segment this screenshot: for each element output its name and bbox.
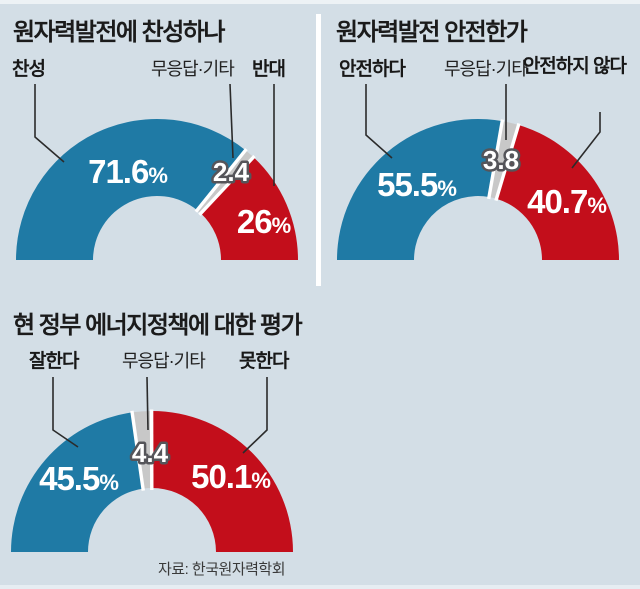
leader-line-doing-well	[52, 377, 79, 448]
value-label-doing-well: 45.5%	[39, 460, 119, 497]
leader-line-agree	[34, 84, 65, 163]
value-label-agree: 71.6%	[88, 153, 168, 190]
chart-approval: 원자력발전에 찬성하나 찬성 무응답·기타 반대 71.6% 2.4 26%	[0, 0, 320, 290]
value-label-neutral: 2.4	[213, 157, 250, 187]
donut-chart-safety: 55.5% 3.8 40.7%	[337, 84, 619, 260]
category-label-doing-well: 잘한다	[29, 351, 79, 372]
segment-gap	[487, 119, 505, 200]
category-label-unsafe: 안전하지 않다	[522, 56, 627, 77]
donut-segment-0	[337, 119, 503, 260]
value-labels: 55.5% 3.8 40.7%	[377, 143, 607, 221]
donut-chart-policy: 45.5% 4.4 50.1%	[11, 376, 293, 552]
leader-line-unsafe	[571, 112, 601, 169]
value-label-unsafe: 40.7%	[527, 183, 607, 220]
category-label-neutral: 무응답·기타	[151, 59, 235, 79]
donut-segment-2	[151, 410, 293, 552]
chart-policy: 현 정부 에너지정책에 대한 평가 잘한다 무응답·기타 못한다 45.5% 4…	[0, 290, 335, 589]
category-label-doing-poorly: 못한다	[239, 351, 289, 372]
donut-segment-0	[11, 412, 143, 552]
category-label-neutral: 무응답·기타	[444, 59, 528, 79]
donut-segment-1	[489, 121, 519, 199]
leader-lines	[365, 84, 601, 169]
donut-group	[337, 119, 619, 260]
donut-segment-0	[15, 118, 246, 260]
donut-chart-approval: 71.6% 2.4 26%	[15, 83, 298, 260]
leader-line-neutral	[146, 376, 149, 431]
segment-gap	[130, 410, 145, 491]
value-labels: 71.6% 2.4 26%	[88, 153, 291, 240]
bottom-edge-strip	[0, 585, 640, 589]
donut-group	[11, 409, 293, 552]
chart-title: 원자력발전에 찬성하나	[13, 19, 225, 46]
category-label-safe: 안전하다	[339, 59, 406, 80]
segment-gap	[198, 154, 256, 216]
leader-line-doing-poorly	[242, 377, 268, 454]
value-labels: 45.5% 4.4 50.1%	[39, 436, 271, 498]
chart-safety: 원자력발전 안전한가 안전하다 무응답·기타 안전하지 않다 55.5% 3.8…	[320, 0, 640, 290]
value-label-neutral: 4.4	[132, 438, 169, 468]
value-label-oppose: 26%	[237, 203, 291, 240]
leader-line-safe	[365, 84, 393, 159]
value-label-safe: 55.5%	[377, 166, 457, 203]
donut-segment-1	[132, 411, 152, 489]
top-edge-strip	[0, 0, 640, 4]
value-label-neutral: 3.8	[483, 145, 519, 175]
category-label-agree: 찬성	[12, 59, 46, 80]
donut-segment-2	[496, 125, 619, 260]
chart-title: 원자력발전 안전한가	[336, 19, 528, 46]
donut-segment-1	[197, 150, 254, 214]
leader-lines	[34, 83, 275, 186]
leader-line-neutral	[229, 83, 234, 159]
segment-gap	[494, 123, 521, 202]
leader-lines	[52, 376, 268, 454]
vertical-divider	[316, 14, 321, 286]
value-label-doing-poorly: 50.1%	[191, 458, 271, 495]
category-label-neutral: 무응답·기타	[122, 351, 206, 371]
source-note: 자료: 한국원자력학회	[158, 561, 286, 578]
category-label-oppose: 반대	[252, 59, 286, 80]
chart-title: 현 정부 에너지정책에 대한 평가	[13, 312, 303, 339]
segment-gap	[194, 148, 248, 213]
